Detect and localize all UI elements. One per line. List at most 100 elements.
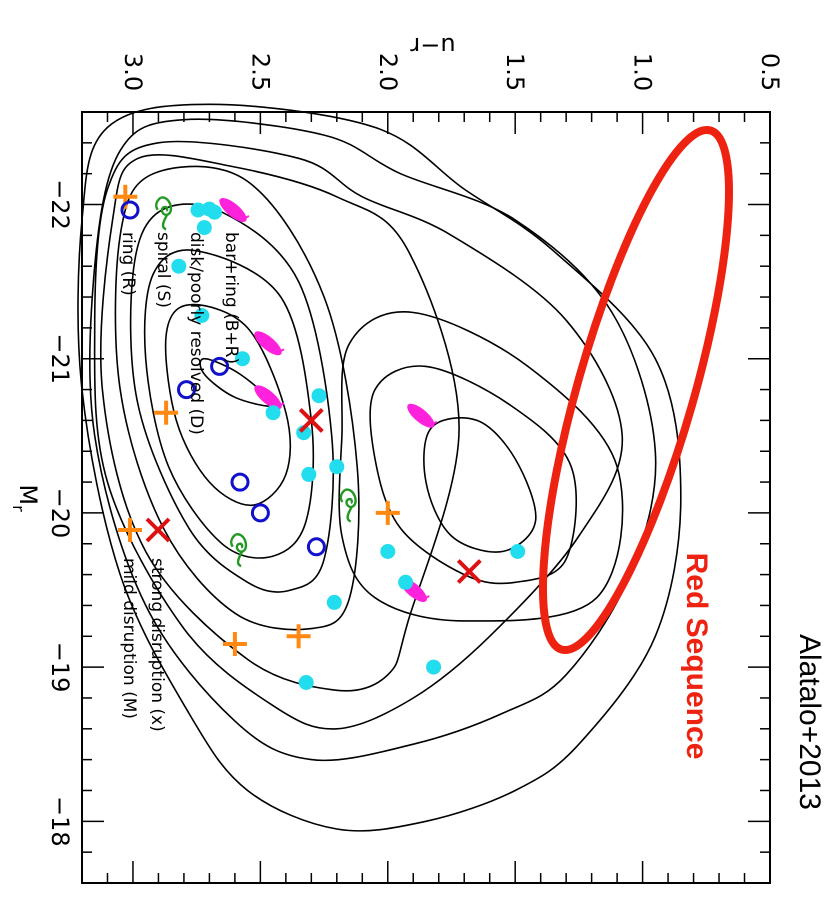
marker-layer [113, 184, 526, 690]
legend-label-spiral: spiral (S) [153, 232, 173, 308]
contour-line-11 [89, 118, 657, 762]
point-disk-8 [265, 405, 281, 421]
point-disk-11-dot [301, 466, 317, 482]
legend-marker-spiral [155, 196, 173, 231]
point-strong-1-stroke-b [298, 407, 324, 433]
point-spiral-2-swirl [230, 533, 248, 568]
red-sequence-layer [539, 125, 733, 655]
point-bar-ring-1 [254, 331, 285, 356]
point-disk-15 [326, 594, 342, 610]
point-ring-4 [230, 472, 250, 492]
point-mild-3 [375, 500, 400, 525]
point-disk-12 [380, 544, 396, 559]
point-disk-11 [301, 466, 317, 482]
legend-marker-spiral-swirl [155, 196, 173, 231]
point-disk-10 [329, 459, 345, 475]
legend-label-ring: ring (R) [118, 232, 138, 296]
point-disk-5-dot [194, 308, 210, 323]
point-disk-15-dot [326, 594, 342, 610]
red-sequence-label: Red Sequence [680, 553, 713, 760]
contour-layer [77, 103, 682, 832]
point-disk-2-dot [207, 204, 222, 220]
point-mild-4 [286, 624, 311, 649]
point-disk-3-dot [196, 220, 212, 236]
contour-line-9 [99, 153, 460, 692]
point-disk-14-dot [398, 574, 414, 590]
contour-line-10 [93, 140, 624, 730]
legend-marker-mild [118, 518, 142, 542]
mr-tick-label: −19 [46, 642, 74, 693]
point-strong-2-stroke-b [456, 559, 482, 584]
legend-label-strong: strong disruption (x) [147, 558, 167, 732]
point-ring-4-ring [230, 472, 250, 492]
point-disk-7 [311, 388, 327, 404]
point-bar-ring-3 [407, 403, 438, 428]
mr-tick-label: −20 [46, 488, 74, 539]
point-spiral-1 [339, 488, 357, 523]
point-bar-ring-3-bar [428, 420, 438, 427]
legend-marker-strong [145, 517, 171, 543]
axes: −22 −21 −20 −19 −18 0.5 1.0 1.5 2.0 2.5 3.0 [46, 53, 784, 884]
point-disk-6-dot [235, 351, 250, 367]
legend-marker-strong-stroke-b [145, 517, 171, 543]
point-bar-ring-3-ellipse [407, 403, 435, 428]
x-axis-label-sub: r [9, 505, 28, 512]
legend-label-mild: mild disruption (M) [119, 558, 139, 719]
point-ring-2-ring [177, 380, 196, 400]
point-bar-ring-2-ellipse [254, 385, 282, 410]
point-disk-13 [510, 544, 526, 559]
plot-frame [81, 111, 771, 884]
point-spiral-1-swirl [339, 488, 357, 523]
point-strong-2 [456, 559, 482, 584]
point-bar-ring-1-ellipse [254, 331, 282, 356]
mr-tick-label: −18 [46, 796, 74, 847]
mr-tick-label: −22 [46, 179, 74, 230]
ur-tick-label: 2.5 [246, 53, 274, 91]
red-sequence-ellipse [539, 125, 733, 655]
point-disk-16-dot [426, 659, 442, 675]
point-ring-1-ring [210, 356, 230, 376]
mr-tick-label: −21 [46, 333, 74, 384]
legend: bar+ring (B+R) disk/poorly resolved (D) sp… [118, 196, 250, 732]
point-mild-2 [154, 400, 179, 425]
point-disk-5 [194, 308, 210, 323]
point-disk-14 [398, 574, 414, 590]
legend-label-disk: disk/poorly resolved (D) [186, 232, 206, 435]
point-ring-2 [177, 380, 196, 400]
point-disk-8-dot [265, 405, 281, 421]
legend-marker-disk [190, 202, 206, 218]
legend-label-bar-ring: bar+ring (B+R) [221, 232, 241, 364]
legend-marker-bar-ring-bar [240, 215, 250, 221]
point-disk-10-dot [329, 459, 345, 475]
y-axis-label: u−r [410, 32, 455, 60]
point-spiral-2 [230, 533, 248, 568]
contour-line-6 [143, 249, 315, 559]
point-disk-17 [298, 675, 314, 690]
legend-marker-bar-ring-ellipse [219, 197, 247, 223]
point-disk-4 [171, 258, 187, 274]
point-disk-4-dot [171, 258, 187, 274]
x-axis-label: Mr [9, 484, 42, 512]
point-ring-5-ring [306, 537, 326, 557]
ur-tick-label: 0.5 [756, 53, 784, 91]
x-axis-label-main: M [14, 484, 42, 505]
contour-line-12 [77, 103, 682, 832]
ur-tick-label: 1.5 [501, 53, 529, 91]
ur-tick-label: 1.0 [629, 53, 657, 91]
point-disk-17-dot [298, 675, 314, 690]
point-ring-3-ring [250, 503, 270, 523]
point-disk-16 [426, 659, 442, 675]
point-disk-6 [235, 351, 250, 367]
point-disk-2 [207, 204, 222, 220]
contour-line-3 [338, 311, 624, 622]
contour-line-8 [114, 165, 360, 631]
contour-line-7 [129, 203, 335, 593]
ur-tick-label: 3.0 [119, 53, 147, 91]
point-disk-12-dot [380, 544, 396, 559]
point-disk-7-dot [311, 388, 327, 404]
point-disk-3 [196, 220, 212, 236]
contour-line-1 [423, 417, 537, 553]
point-disk-13-dot [510, 544, 526, 559]
legend-marker-ring [120, 200, 140, 220]
